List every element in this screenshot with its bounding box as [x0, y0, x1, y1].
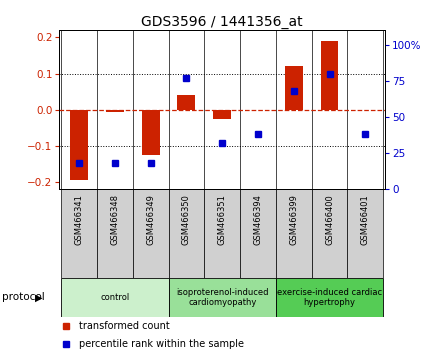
- Bar: [348, 189, 383, 278]
- Bar: [133, 189, 169, 278]
- Bar: [321, 41, 338, 110]
- Text: transformed count: transformed count: [79, 321, 170, 331]
- Text: percentile rank within the sample: percentile rank within the sample: [79, 339, 244, 349]
- Bar: [213, 110, 231, 119]
- Bar: [276, 189, 312, 278]
- Text: GSM466350: GSM466350: [182, 194, 191, 245]
- Text: GSM466401: GSM466401: [361, 194, 370, 245]
- Text: control: control: [100, 293, 129, 302]
- Bar: [97, 189, 133, 278]
- Bar: [177, 95, 195, 110]
- Bar: [61, 278, 169, 317]
- Bar: [106, 110, 124, 112]
- Bar: [61, 189, 97, 278]
- Text: isoproterenol-induced
cardiomyopathy: isoproterenol-induced cardiomyopathy: [176, 288, 268, 307]
- Text: GSM466400: GSM466400: [325, 194, 334, 245]
- Bar: [142, 110, 160, 155]
- Text: GSM466348: GSM466348: [110, 194, 119, 245]
- Text: protocol: protocol: [2, 292, 45, 302]
- Bar: [169, 189, 204, 278]
- Bar: [276, 278, 383, 317]
- Text: GSM466341: GSM466341: [74, 194, 84, 245]
- Text: GSM466394: GSM466394: [253, 194, 263, 245]
- Text: GSM466351: GSM466351: [218, 194, 227, 245]
- Text: exercise-induced cardiac
hypertrophy: exercise-induced cardiac hypertrophy: [277, 288, 382, 307]
- Text: GSM466399: GSM466399: [289, 194, 298, 245]
- Text: GSM466349: GSM466349: [146, 194, 155, 245]
- Bar: [204, 189, 240, 278]
- Bar: [240, 189, 276, 278]
- Bar: [312, 189, 348, 278]
- Text: ▶: ▶: [35, 292, 43, 302]
- Title: GDS3596 / 1441356_at: GDS3596 / 1441356_at: [141, 15, 303, 29]
- Bar: [70, 110, 88, 180]
- Bar: [285, 66, 303, 110]
- Bar: [169, 278, 276, 317]
